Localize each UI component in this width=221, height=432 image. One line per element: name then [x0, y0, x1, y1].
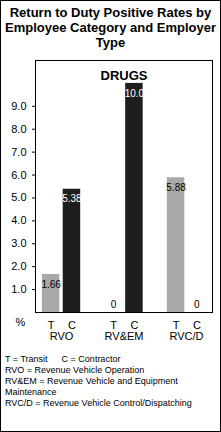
svg-text:1.0: 1.0: [11, 283, 26, 295]
svg-text:2.0: 2.0: [11, 260, 26, 272]
svg-text:DRUGS: DRUGS: [101, 68, 148, 83]
svg-text:RVC/D: RVC/D: [169, 330, 203, 342]
svg-text:5.38: 5.38: [62, 193, 82, 204]
svg-text:10.0: 10.0: [125, 88, 145, 99]
svg-text:6.0: 6.0: [11, 169, 26, 181]
svg-text:%: %: [16, 316, 26, 328]
svg-text:9.0: 9.0: [11, 100, 26, 112]
svg-text:5.0: 5.0: [11, 191, 26, 203]
svg-text:4.0: 4.0: [11, 214, 26, 226]
svg-text:0: 0: [111, 299, 117, 310]
svg-text:C: C: [68, 319, 76, 332]
svg-text:3.0: 3.0: [11, 237, 26, 249]
html-text:Return to Duty Positive Rates: Return to Duty Positive Rates by Employe…: [5, 5, 216, 50]
svg-text:RV&EM: RV&EM: [105, 330, 144, 342]
svg-text:1.66: 1.66: [41, 279, 61, 290]
svg-text:5.88: 5.88: [166, 182, 186, 193]
html-text:C = Contractor: C = Contractor: [61, 354, 121, 364]
svg-text:7.0: 7.0: [11, 146, 26, 158]
html-text:RVC/D = Revenue Vehicle Contro: RVC/D = Revenue Vehicle Control/Dispatch…: [5, 398, 192, 408]
svg-text:T: T: [172, 319, 180, 332]
svg-text:RVO: RVO: [50, 330, 74, 342]
svg-text:T: T: [47, 319, 55, 332]
html-text:RV&EM = Revenue Vehicle and Eq: RV&EM = Revenue Vehicle and Equipment Ma…: [5, 376, 178, 397]
svg-text:0: 0: [194, 299, 200, 310]
html-text:T = Transit: T = Transit: [5, 354, 48, 364]
svg-text:C: C: [130, 319, 139, 332]
svg-text:8.0: 8.0: [11, 123, 26, 135]
svg-text:T: T: [110, 319, 117, 332]
html-text:RVO = Revenue Vehicle Operatio: RVO = Revenue Vehicle Operation: [5, 365, 145, 375]
svg-text:C: C: [192, 319, 201, 332]
